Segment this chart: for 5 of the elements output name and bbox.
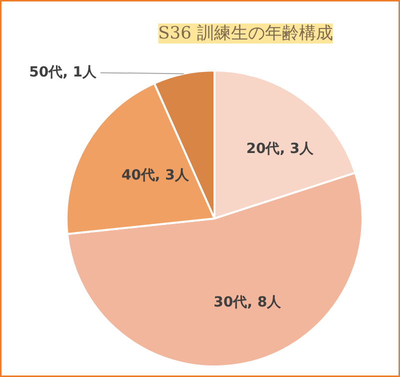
slice-label: 40代, 3人 [121, 168, 190, 184]
slice-label: 20代, 3人 [246, 141, 315, 158]
slice-label: 30代, 8人 [214, 294, 282, 310]
chart-title: S36 訓練生の年齢構成 [158, 24, 333, 44]
slice-label: 50代, 1人 [29, 64, 98, 81]
